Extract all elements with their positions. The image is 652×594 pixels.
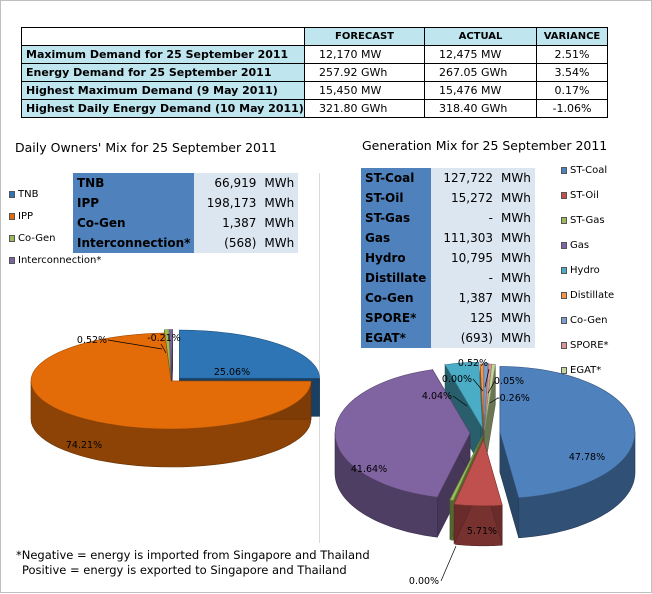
footnote-line-2: Positive = energy is exported to Singapo… bbox=[16, 563, 370, 578]
generation-data-label: 0.52% bbox=[458, 358, 488, 369]
footnote: *Negative = energy is imported from Sing… bbox=[16, 548, 370, 578]
owners-data-label: 25.06% bbox=[214, 367, 250, 378]
owners-pie: 25.06% 74.21% 0.52% -0.21% bbox=[31, 330, 320, 467]
generation-data-label: 5.71% bbox=[467, 526, 497, 537]
generation-data-label: -0.26% bbox=[496, 393, 530, 404]
generation-data-label: 4.04% bbox=[422, 391, 452, 402]
generation-data-label: 41.64% bbox=[351, 464, 387, 475]
generation-data-label: 47.78% bbox=[569, 452, 605, 463]
generation-data-label: 0.05% bbox=[494, 376, 524, 387]
owners-data-label: 0.52% bbox=[77, 335, 107, 346]
generation-data-label: 0.00% bbox=[409, 576, 439, 587]
generation-pie: 47.78% 5.71% 0.00% 41.64% 4.04% 0.00% 0.52% 0.0… bbox=[335, 358, 635, 587]
footnote-line-1: *Negative = energy is imported from Sing… bbox=[16, 548, 370, 563]
owners-data-label: -0.21% bbox=[147, 333, 181, 344]
generation-data-label: 0.00% bbox=[442, 374, 472, 385]
owners-data-label: 74.21% bbox=[66, 440, 102, 451]
generation-leader-line bbox=[441, 546, 456, 581]
